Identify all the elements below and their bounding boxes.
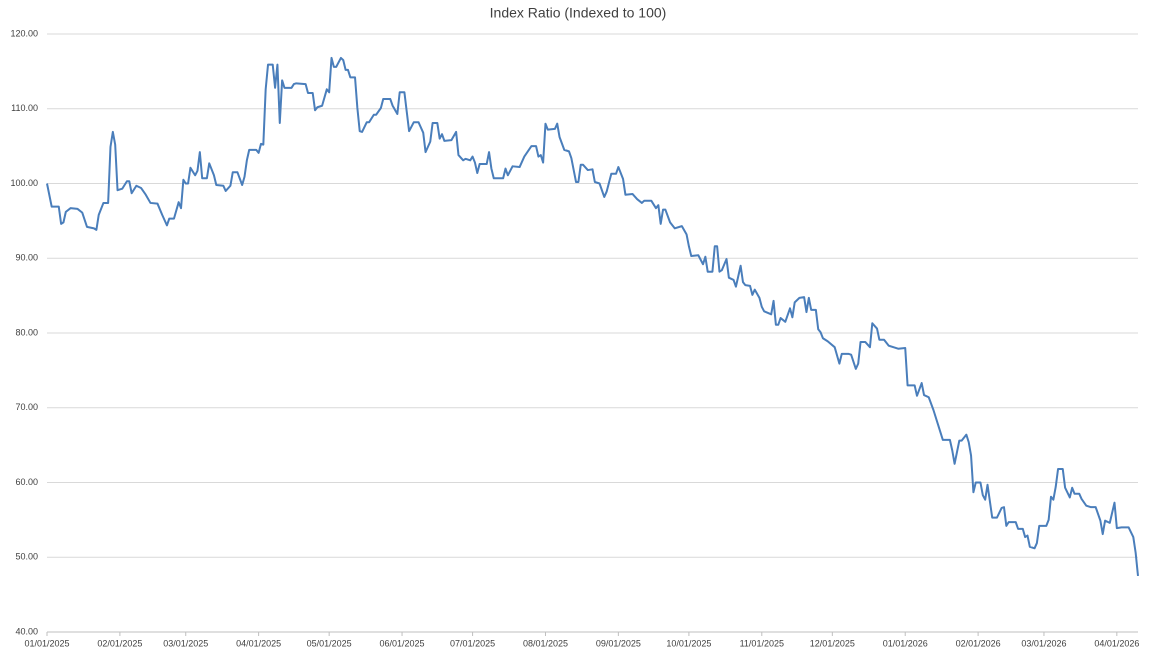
y-tick-label: 70.00	[15, 402, 38, 412]
y-tick-label: 120.00	[10, 28, 38, 38]
data-line	[46, 56, 1139, 577]
y-tick-label: 110.00	[11, 103, 38, 113]
y-tick-label: 60.00	[15, 477, 38, 487]
x-tick-label: 01/01/2025	[24, 638, 69, 648]
x-tick-label: 06/01/2025	[380, 638, 425, 648]
x-tick-label: 11/01/2025	[740, 638, 784, 648]
y-tick-label: 80.00	[15, 327, 38, 337]
x-tick-label: 03/01/2025	[163, 638, 208, 648]
x-tick-label: 02/01/2025	[97, 638, 142, 648]
x-tick-label: 05/01/2025	[307, 638, 352, 648]
x-tick-label: 10/01/2025	[666, 638, 711, 648]
x-tick-label: 12/01/2025	[810, 638, 855, 648]
x-tick-label: 07/01/2025	[450, 638, 495, 648]
x-tick-label: 01/01/2026	[883, 638, 928, 648]
x-tick-label: 03/01/2026	[1021, 638, 1066, 648]
x-tick-label: 08/01/2025	[523, 638, 568, 648]
y-tick-label: 90.00	[15, 253, 38, 263]
x-tick-label: 09/01/2025	[596, 638, 641, 648]
y-tick-label: 100.00	[10, 178, 38, 188]
x-tick-label: 04/01/2025	[236, 638, 281, 648]
y-tick-label: 40.00	[15, 626, 38, 636]
x-tick-label: 02/01/2026	[956, 638, 1001, 648]
x-tick-label: 04/01/2026	[1094, 638, 1139, 648]
y-tick-label: 50.00	[15, 552, 38, 562]
chart-title: Index Ratio (Indexed to 100)	[490, 5, 667, 21]
